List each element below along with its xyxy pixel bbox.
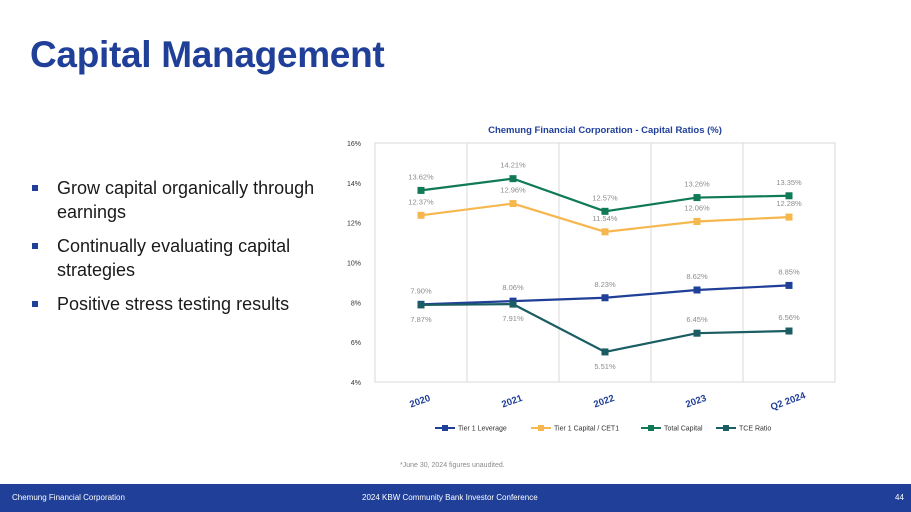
data-point [785,213,793,221]
data-point [601,294,609,302]
data-point [509,200,517,208]
footer-bar: Chemung Financial Corporation 2024 KBW C… [0,484,911,512]
data-label: 8.06% [502,283,524,292]
legend-marker [723,425,729,431]
y-tick-label: 14% [347,181,361,188]
data-label: 7.90% [410,286,432,295]
data-point [693,217,701,225]
x-tick-label: 2021 [500,393,524,411]
page-title: Capital Management [30,34,385,75]
legend-marker [538,425,544,431]
data-label: 7.87% [410,315,432,324]
bullet-text: Continually evaluating capital strategie… [57,236,291,280]
y-tick-label: 6% [351,340,361,347]
footnote: *June 30, 2024 figures unaudited. [400,462,505,469]
bullet-item: Positive stress testing results [30,292,330,316]
legend-label: Total Capital [664,426,703,433]
data-point [785,281,793,289]
x-tick-label: 2020 [408,393,432,411]
data-label: 6.56% [778,313,800,322]
bullet-item: Continually evaluating capital strategie… [30,234,330,282]
data-label: 7.91% [502,314,524,323]
data-label: 6.45% [686,315,708,324]
data-label: 14.21% [500,161,526,170]
page-number: 44 [895,493,904,502]
data-label: 11.54% [593,214,618,223]
legend-label: Tier 1 Leverage [458,426,507,433]
y-tick-label: 16% [347,141,361,148]
legend-label: Tier 1 Capital / CET1 [554,426,619,433]
plot-area [374,142,836,383]
data-point [417,186,425,194]
footer-company: Chemung Financial Corporation [12,493,125,502]
data-point [509,300,517,308]
y-tick-label: 12% [347,221,361,228]
data-point [417,301,425,309]
bullet-text: Positive stress testing results [57,294,290,314]
data-label: 12.28% [776,199,802,208]
data-label: 13.35% [776,178,802,187]
data-point [693,194,701,202]
data-label: 8.85% [778,267,800,276]
data-label: 5.51% [594,362,616,371]
legend-label: TCE Ratio [739,426,771,433]
legend-marker [442,425,448,431]
series-line [420,303,790,354]
data-point [509,175,517,183]
legend-marker [648,425,654,431]
data-label: 12.37% [408,197,434,206]
x-tick-label: Q2 2024 [769,390,808,413]
bullet-square-icon [32,301,38,307]
y-tick-label: 8% [351,300,361,307]
data-label: 8.23% [594,280,616,289]
bullet-text: Grow capital organically through earning… [57,178,315,222]
data-label: 13.26% [684,180,710,189]
bullet-square-icon [32,243,38,249]
data-label: 8.62% [686,272,708,281]
capital-ratios-chart: Chemung Financial Corporation - Capital … [347,125,836,433]
data-label: 13.62% [408,172,434,181]
data-point [693,329,701,337]
y-tick-label: 4% [351,380,361,387]
data-point [601,207,609,215]
footer-event: 2024 KBW Community Bank Investor Confere… [362,493,538,502]
x-tick-label: 2023 [684,393,708,411]
data-point [785,192,793,200]
data-label: 12.57% [592,193,618,202]
bullet-item: Grow capital organically through earning… [30,176,330,224]
data-point [693,286,701,294]
data-label: 12.06% [684,203,710,212]
data-point [417,211,425,219]
data-point [601,348,609,356]
chart-title: Chemung Financial Corporation - Capital … [488,125,722,136]
bullet-list: Grow capital organically through earning… [30,176,330,326]
data-point [601,228,609,236]
data-point [785,327,793,335]
data-label: 12.96% [500,186,526,195]
x-tick-label: 2022 [592,393,616,411]
bullet-square-icon [32,185,38,191]
y-tick-label: 10% [347,261,361,268]
